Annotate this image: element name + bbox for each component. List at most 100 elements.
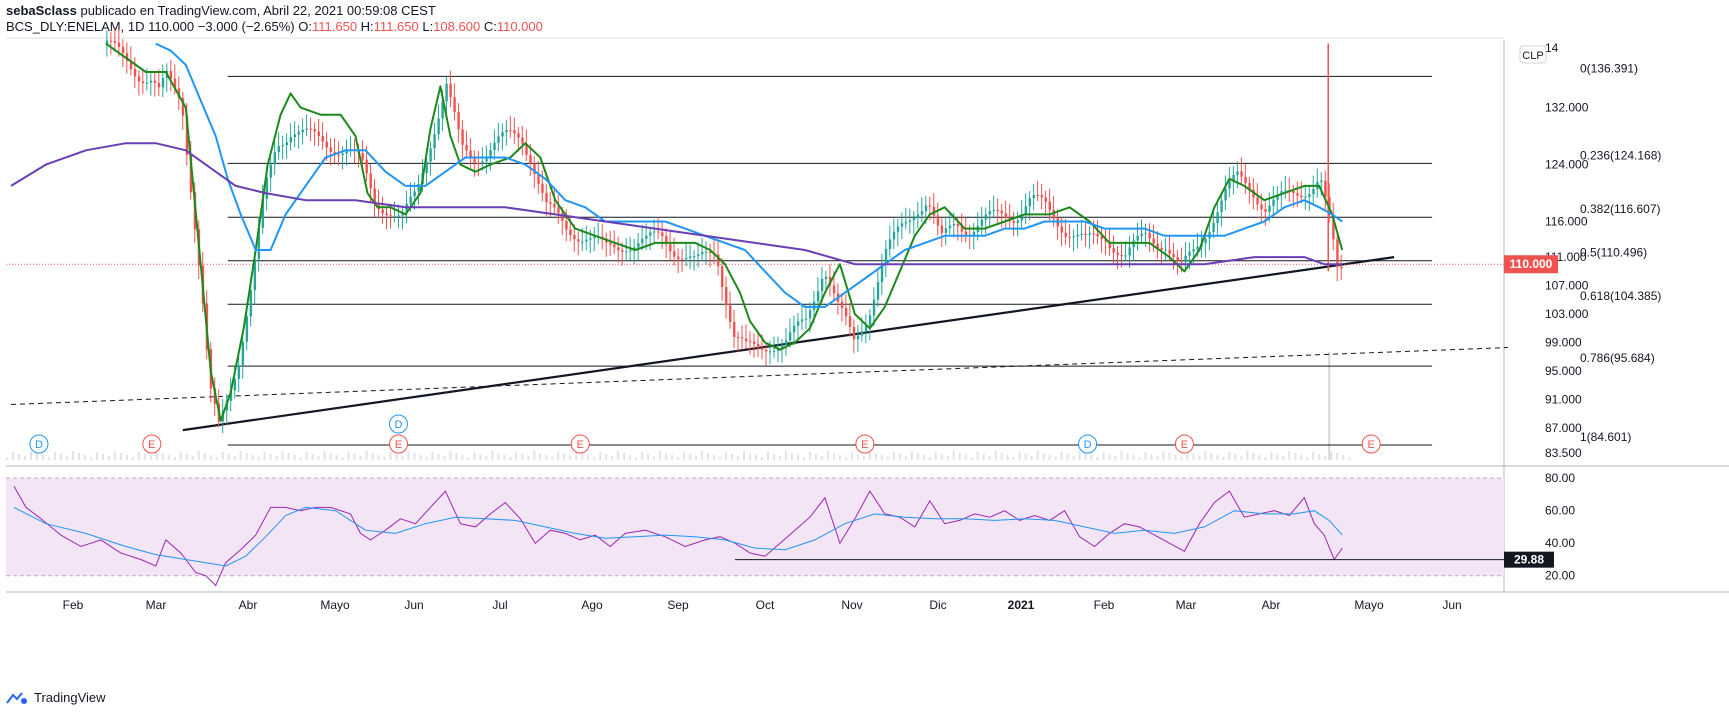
candle-body: [1144, 232, 1147, 234]
volume-bar: [934, 452, 937, 460]
volume-bar: [17, 454, 20, 460]
volume-bar: [922, 455, 925, 460]
candle-body: [393, 216, 396, 218]
volume-bar: [497, 453, 500, 460]
volume-bar: [868, 451, 871, 460]
volume-bar: [1210, 453, 1213, 460]
volume-bar: [155, 451, 158, 460]
candle-body: [617, 247, 620, 251]
symbol-label[interactable]: BCS_DLY:ENELAM, 1D: [6, 19, 145, 34]
candle-body: [509, 130, 512, 132]
candle-body: [1012, 221, 1016, 223]
volume-bar: [179, 452, 182, 460]
volume-bar: [431, 452, 434, 460]
volume-bar: [892, 452, 895, 460]
candle-body: [1076, 234, 1079, 237]
candle-body: [569, 229, 572, 235]
volume-bar: [1108, 454, 1111, 460]
volume-bar: [1270, 452, 1273, 460]
candle-body: [229, 390, 233, 401]
volume-bar: [958, 453, 961, 460]
candle-body: [760, 347, 764, 350]
candle-body: [609, 242, 612, 245]
candle-body: [657, 231, 660, 233]
volume-bar: [749, 453, 752, 460]
candle-body: [1340, 266, 1343, 269]
volume-bar: [683, 452, 686, 460]
candle-body: [541, 183, 544, 193]
time-tick-label: Jul: [492, 598, 507, 612]
last-price-badge: [1504, 255, 1558, 274]
volume-bar: [1036, 451, 1039, 460]
rsi-tick-label: 20.00: [1545, 569, 1575, 583]
candle-body: [1216, 212, 1219, 224]
volume-bar: [1006, 455, 1009, 460]
volume-bar: [1072, 456, 1075, 460]
volume-bar: [449, 451, 452, 460]
candle-body: [1092, 233, 1095, 235]
volume-bar: [173, 457, 176, 460]
candle-body: [984, 214, 988, 220]
volume-bar: [341, 457, 344, 460]
volume-bar: [1168, 453, 1171, 460]
candle-body: [265, 177, 269, 199]
volume-bar: [1162, 451, 1165, 460]
volume-bar: [1234, 454, 1237, 460]
tradingview-logo[interactable]: TradingView: [6, 690, 106, 705]
rsi-tick-label: 40.00: [1545, 536, 1575, 550]
time-tick-label: Nov: [841, 598, 862, 612]
volume-bar: [629, 455, 632, 460]
volume-bar: [1060, 452, 1063, 460]
candle-body: [1220, 200, 1223, 213]
volume-bar: [1306, 457, 1309, 460]
candle-body: [717, 254, 720, 267]
candle-body: [277, 146, 281, 153]
low-label: L:: [422, 19, 434, 34]
volume-bar: [59, 454, 62, 460]
candle-body: [729, 305, 732, 322]
candle-body: [185, 115, 189, 155]
volume-spike-bar: [1328, 352, 1331, 460]
candle-body: [173, 78, 177, 89]
candle-body: [924, 205, 928, 212]
candle-body: [1172, 253, 1175, 258]
close-label: C:: [483, 19, 497, 34]
candle-body: [1064, 232, 1067, 237]
candle-body: [293, 134, 297, 138]
candle-body: [665, 236, 668, 245]
volume-bar: [515, 452, 518, 460]
volume-bar: [880, 455, 883, 460]
candle-body: [417, 183, 420, 192]
candle-body: [920, 211, 924, 215]
earnings-marker: [570, 434, 590, 454]
volume-bar: [1144, 452, 1147, 460]
candle-body: [593, 236, 596, 239]
candle-body: [820, 278, 824, 292]
candle-body: [361, 153, 364, 160]
rsi-tick-label: 80.00: [1545, 471, 1575, 485]
volume-bar: [994, 451, 997, 460]
candle-body: [537, 174, 540, 184]
price-tick-label: 132.000: [1545, 101, 1589, 115]
volume-bar: [401, 456, 404, 460]
volume-bar: [886, 457, 889, 460]
volume-bar: [305, 452, 308, 460]
time-tick-label: Dic: [929, 598, 946, 612]
candle-body: [369, 173, 372, 189]
author-name[interactable]: sebaSclass: [6, 3, 77, 18]
candle-body: [1108, 241, 1111, 249]
open-value: 111.650: [311, 19, 358, 34]
candle-body: [1140, 233, 1143, 236]
candle-body: [1036, 195, 1040, 197]
candle-body: [749, 341, 752, 343]
volume-bar: [1150, 454, 1153, 460]
volume-bar: [413, 453, 416, 460]
candle-body: [133, 68, 137, 77]
volume-bar: [251, 455, 254, 460]
candle-body: [1136, 235, 1139, 241]
candle-body: [177, 88, 181, 99]
fib-level-label: 0.382(116.607): [1580, 202, 1661, 216]
time-tick-label: Feb: [1094, 598, 1115, 612]
candle-body: [397, 215, 400, 217]
